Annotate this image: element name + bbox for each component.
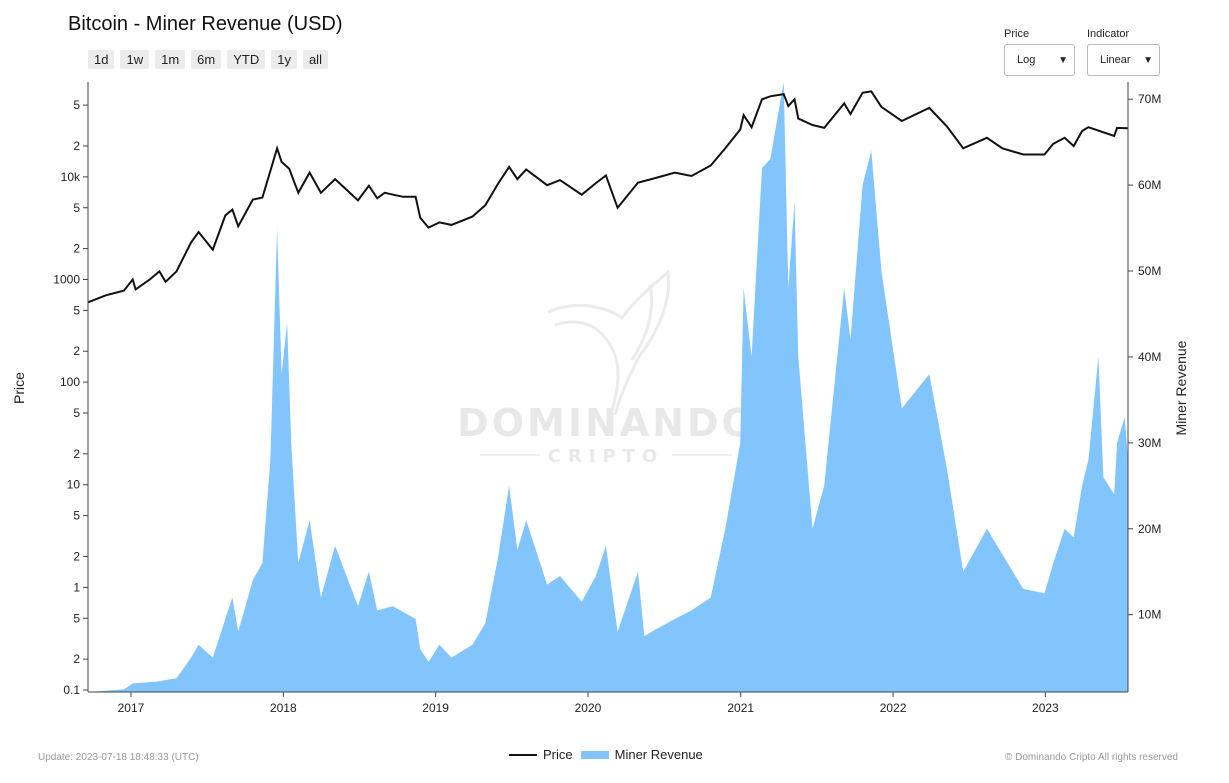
copyright-notice: © Dominando Cripto All rights reserved <box>1005 752 1178 763</box>
price-scale-group: Price Log ▼ <box>1004 28 1075 76</box>
x-tick-label: 2017 <box>118 701 145 715</box>
left-tick-label: 2 <box>73 344 80 358</box>
range-6m-button[interactable]: 6m <box>191 50 222 69</box>
legend-revenue-label: Miner Revenue <box>614 747 703 762</box>
x-tick-label: 2022 <box>880 701 907 715</box>
price-line <box>87 90 1129 304</box>
right-axis-title: Miner Revenue <box>1173 340 1189 435</box>
legend-item-price[interactable]: Price <box>509 747 573 762</box>
range-1w-button[interactable]: 1w <box>120 50 150 69</box>
indicator-scale-group: Indicator Linear ▼ <box>1087 28 1160 76</box>
right-tick-label: 40M <box>1138 350 1161 364</box>
left-tick-label: 1000 <box>53 272 80 286</box>
range-1y-button[interactable]: 1y <box>271 50 297 69</box>
range-1d-button[interactable]: 1d <box>88 50 115 69</box>
x-tick-label: 2020 <box>575 701 602 715</box>
x-tick-label: 2018 <box>270 701 297 715</box>
left-tick-label: 2 <box>73 549 80 563</box>
legend: Price Miner Revenue <box>509 747 711 762</box>
watermark-title: DOMINANDO <box>457 401 757 445</box>
right-tick-label: 10M <box>1138 608 1161 622</box>
miner-revenue-area <box>88 82 1128 692</box>
right-axis-ticks: 10M 20M 30M 40M 50M 60M 70M <box>1128 92 1161 622</box>
left-tick-label: 2 <box>73 139 80 153</box>
left-tick-label: 5 <box>73 201 80 215</box>
left-tick-label: 5 <box>73 611 80 625</box>
legend-price-label: Price <box>543 747 573 762</box>
chart-title: Bitcoin - Miner Revenue (USD) <box>68 13 343 35</box>
watermark-subtitle: CRIPTO <box>548 446 665 467</box>
price-scale-value: Log <box>1017 54 1036 66</box>
x-tick-label: 2021 <box>727 701 754 715</box>
left-axis-ticks: 0.1 2 5 1 2 5 10 2 5 100 2 5 1000 2 5 10k 2 5 <box>53 98 88 697</box>
indicator-scale-label: Indicator <box>1087 28 1130 40</box>
range-1m-button[interactable]: 1m <box>155 50 186 69</box>
indicator-scale-select[interactable]: Linear ▼ <box>1087 44 1160 76</box>
left-tick-label: 5 <box>73 406 80 420</box>
caret-down-icon: ▼ <box>1143 54 1153 66</box>
left-axis-title: Price <box>11 372 27 404</box>
x-tick-label: 2019 <box>422 701 449 715</box>
left-tick-label: 5 <box>73 303 80 317</box>
x-axis-ticks: 2017 2018 2019 2020 2021 2022 2023 <box>118 692 1059 715</box>
x-tick-label: 2023 <box>1032 701 1059 715</box>
watermark: DOMINANDO CRIPTO <box>457 269 757 467</box>
price-scale-select[interactable]: Log ▼ <box>1004 44 1075 76</box>
indicator-scale-value: Linear <box>1100 54 1131 66</box>
range-selector: 1d 1w 1m 6m YTD 1y all <box>88 50 328 69</box>
right-tick-label: 50M <box>1138 264 1161 278</box>
left-tick-label: 1 <box>73 580 80 594</box>
legend-line-swatch <box>509 753 537 756</box>
left-tick-label: 2 <box>73 652 80 666</box>
left-tick-label: 10 <box>67 478 81 492</box>
range-ytd-button[interactable]: YTD <box>227 50 266 69</box>
left-tick-label: 2 <box>73 447 80 461</box>
left-tick-label: 100 <box>60 375 80 389</box>
right-tick-label: 20M <box>1138 522 1161 536</box>
left-tick-label: 0.1 <box>63 683 80 697</box>
range-all-button[interactable]: all <box>302 50 328 69</box>
left-tick-label: 5 <box>73 509 80 523</box>
left-tick-label: 10k <box>61 170 81 184</box>
legend-area-swatch <box>580 750 609 759</box>
whale-tail-logo-icon <box>547 269 671 416</box>
left-tick-label: 5 <box>73 98 80 112</box>
right-tick-label: 70M <box>1138 92 1161 106</box>
price-scale-label: Price <box>1004 28 1030 40</box>
left-tick-label: 2 <box>73 242 80 256</box>
caret-down-icon: ▼ <box>1058 54 1068 66</box>
right-tick-label: 60M <box>1138 178 1161 192</box>
update-timestamp: Update: 2023-07-18 18:48:33 (UTC) <box>38 752 199 763</box>
right-tick-label: 30M <box>1138 436 1161 450</box>
legend-item-revenue[interactable]: Miner Revenue <box>580 747 703 762</box>
